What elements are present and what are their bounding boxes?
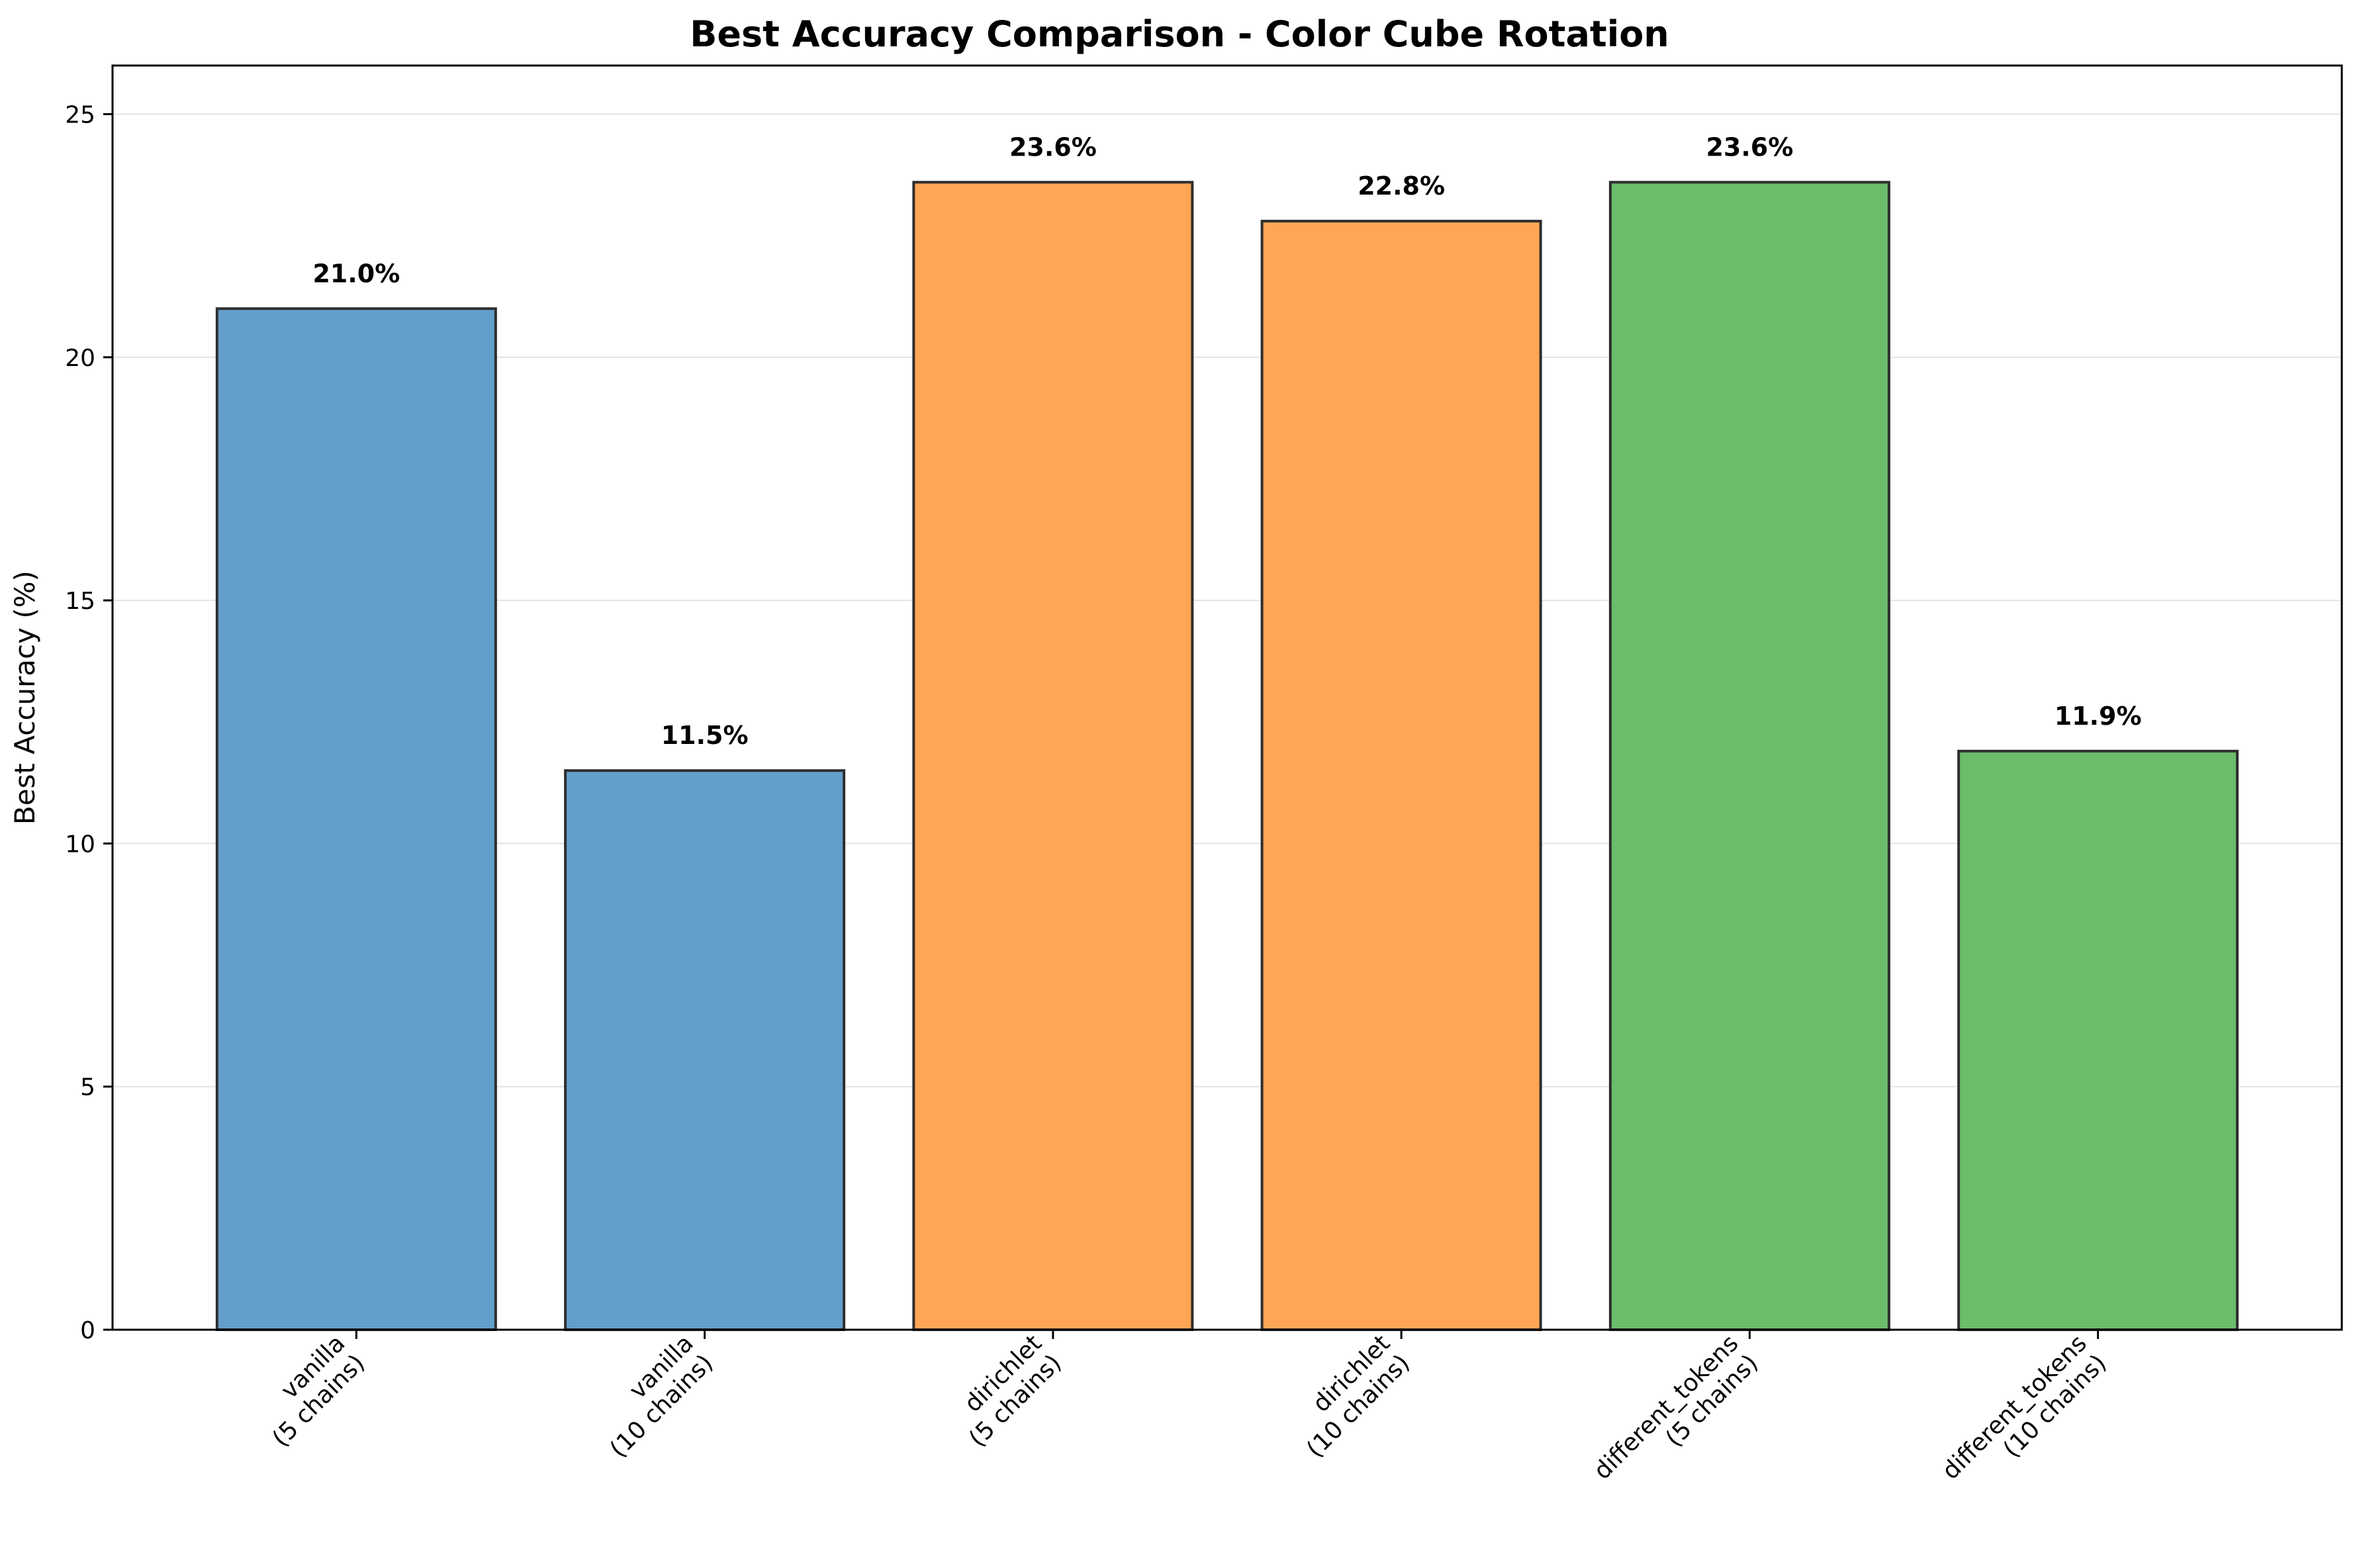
x-axis-ticks: vanilla(5 chains) vanilla(10 chains) diric… — [267, 1330, 2111, 1485]
x-tick-label-2: dirichlet(5 chains) — [959, 1330, 1066, 1452]
bar-5 — [1957, 749, 2239, 1332]
x-tick-label-0: vanilla(5 chains) — [267, 1330, 370, 1452]
x-tick-label-1: vanilla(10 chains) — [605, 1330, 719, 1463]
bar-4 — [1608, 181, 1890, 1331]
plot-frame — [111, 64, 2343, 1331]
y-tick-label: 10 — [65, 831, 95, 858]
value-label-2: 23.6% — [1009, 132, 1097, 161]
value-label-5: 11.9% — [2055, 702, 2142, 731]
y-tick-label: 0 — [80, 1317, 95, 1344]
value-label-3: 22.8% — [1358, 171, 1445, 201]
y-tick-label: 25 — [65, 101, 95, 128]
chart-title: Best Accuracy Comparison - Color Cube Ro… — [690, 13, 1669, 55]
value-label-0: 21.0% — [312, 259, 400, 288]
value-label-4: 23.6% — [1706, 132, 1793, 161]
x-tick-label-3: dirichlet(10 chains) — [1301, 1330, 1415, 1463]
y-tick-label: 20 — [65, 345, 95, 372]
bar-2 — [912, 181, 1194, 1331]
bar-3 — [1260, 220, 1542, 1332]
y-axis-label: Best Accuracy (%) — [9, 571, 41, 825]
bar-0 — [215, 307, 497, 1331]
value-labels: 21.0% 11.5% 23.6% 22.8% 23.6% 11.9% — [312, 132, 2141, 750]
y-axis-ticks: 0 5 10 15 20 25 — [65, 101, 113, 1344]
x-tick-label-5: different_tokens(10 chains) — [1937, 1330, 2111, 1485]
y-tick-label: 15 — [65, 588, 95, 615]
y-tick-label: 5 — [80, 1074, 95, 1101]
bars — [215, 181, 2239, 1332]
value-label-1: 11.5% — [661, 721, 749, 750]
x-tick-label-4: different_tokens(5 chains) — [1589, 1330, 1763, 1485]
bar-1 — [564, 769, 846, 1331]
